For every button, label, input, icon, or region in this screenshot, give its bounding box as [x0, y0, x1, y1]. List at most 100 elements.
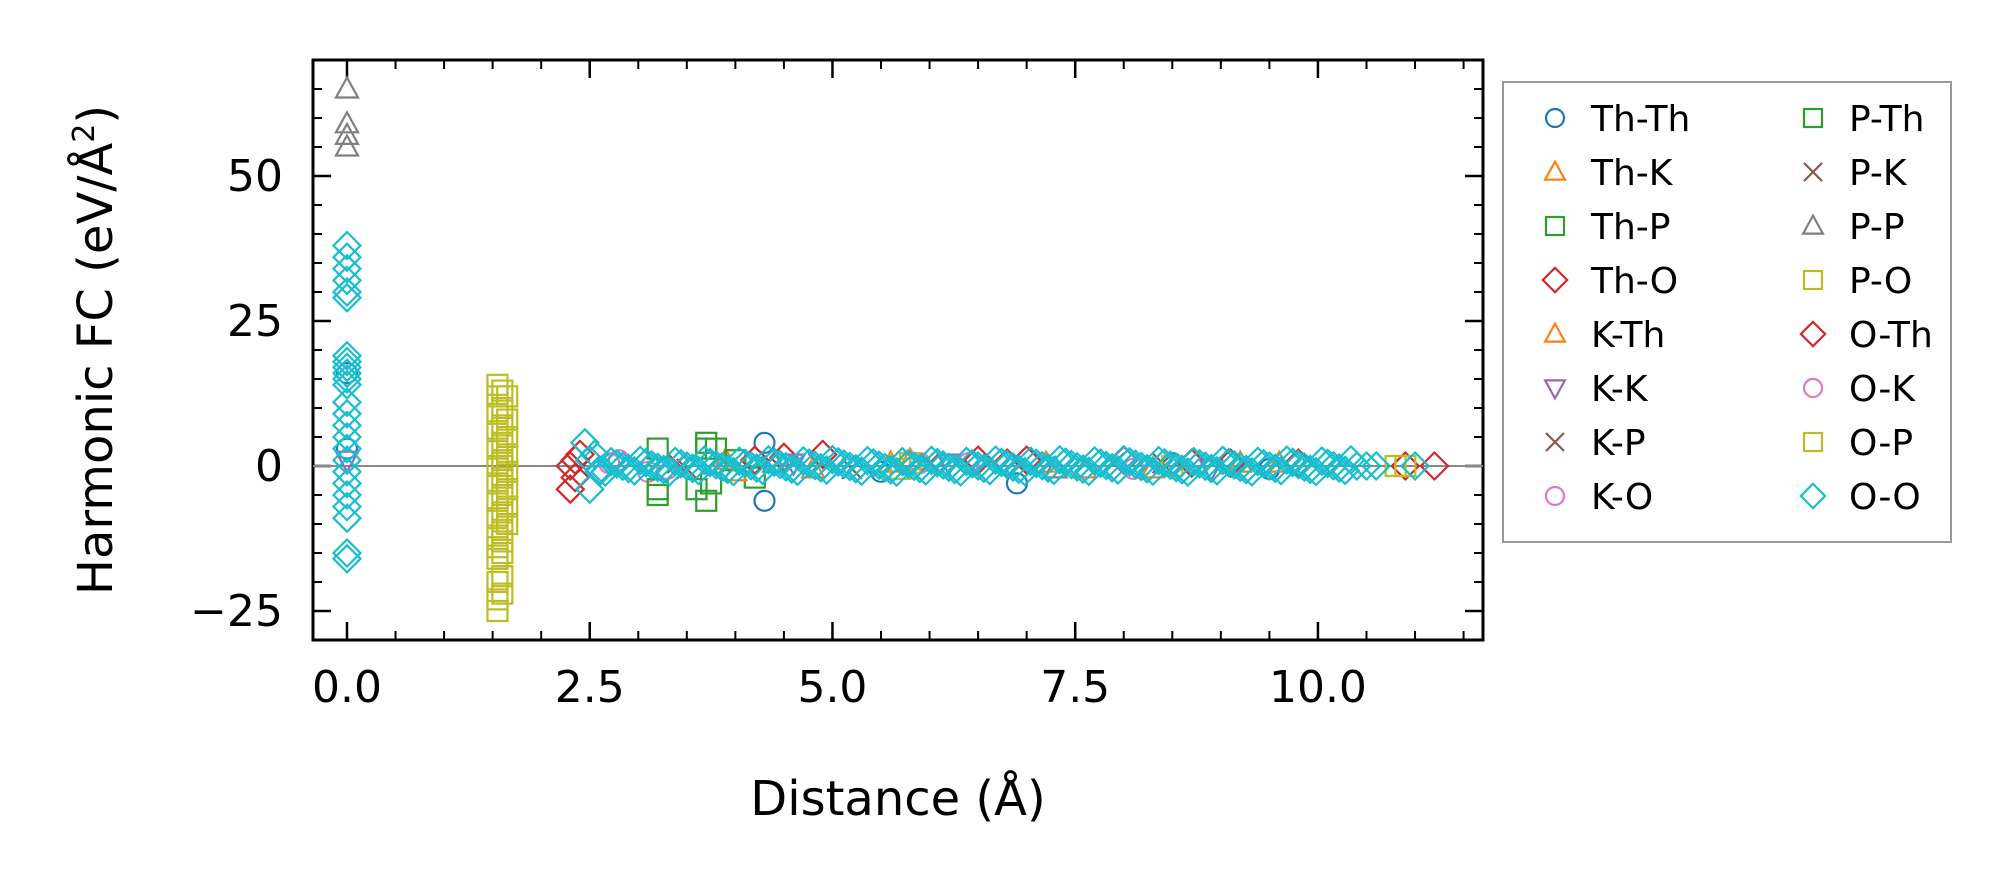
data-point — [898, 451, 930, 482]
data-point — [677, 453, 708, 484]
data-point — [671, 450, 702, 482]
data-point — [486, 547, 509, 570]
data-point — [613, 453, 644, 484]
data-point — [1079, 445, 1110, 476]
data-point — [636, 449, 667, 481]
data-point — [780, 453, 807, 477]
data-point — [331, 369, 363, 400]
y-tick-label: −25 — [190, 586, 283, 637]
series-th-th — [335, 362, 1281, 512]
data-point — [1231, 454, 1262, 485]
tick-labels: 0.0 2.5 5.0 7.5 10.0 −25 0 25 50 — [190, 151, 1367, 713]
data-point — [331, 358, 363, 389]
data-point — [331, 503, 363, 534]
data-point — [998, 451, 1029, 483]
y-axis-title: Harmonic FC (eV/Å2) — [67, 105, 124, 595]
data-point — [331, 230, 363, 261]
data-point — [1394, 454, 1417, 478]
data-point — [1242, 446, 1273, 477]
data-points — [331, 75, 1450, 623]
data-point — [491, 565, 514, 588]
legend-label: Th-O — [1590, 261, 1678, 302]
data-point — [817, 444, 848, 475]
data-point — [331, 352, 363, 383]
data-point — [1254, 450, 1285, 482]
data-point — [730, 448, 761, 479]
data-point — [496, 385, 519, 408]
data-point — [601, 448, 632, 480]
data-point — [1219, 449, 1250, 481]
data-point — [496, 443, 519, 466]
data-point — [1236, 456, 1267, 487]
data-point — [695, 437, 718, 460]
x-tick-label: 10.0 — [1269, 662, 1367, 713]
legend-marker — [1802, 107, 1824, 129]
data-point — [1166, 454, 1198, 485]
data-point — [852, 445, 883, 476]
data-point — [753, 444, 784, 475]
data-point — [776, 454, 807, 485]
legend-marker — [1802, 431, 1824, 453]
data-point — [724, 446, 755, 477]
data-point — [331, 445, 363, 476]
data-point — [1312, 448, 1343, 479]
y-axis-title-main: Harmonic FC (eV/Å — [67, 143, 124, 596]
legend-label: P-P — [1849, 207, 1905, 248]
data-point — [642, 452, 673, 483]
data-point — [486, 599, 509, 623]
data-point — [1361, 450, 1392, 482]
data-point — [695, 447, 726, 478]
legend-label: Th-P — [1590, 207, 1671, 248]
data-point — [335, 362, 359, 385]
data-point — [834, 451, 865, 482]
data-point — [590, 457, 621, 488]
data-point — [957, 448, 988, 479]
data-point — [607, 451, 638, 482]
data-point — [1126, 451, 1157, 482]
series-o-o — [331, 230, 1431, 574]
data-point — [496, 425, 519, 449]
data-point — [846, 456, 877, 487]
data-point — [782, 456, 813, 487]
data-point — [910, 455, 941, 486]
legend: Th-Th Th-K Th-P Th-O K-Th K-K K-P K-O P-Th P-K P-P… — [1541, 99, 1933, 518]
data-point — [1196, 453, 1227, 484]
data-point — [1277, 447, 1308, 478]
legend-label: P-K — [1849, 153, 1908, 194]
data-point — [665, 448, 697, 479]
data-point — [1248, 448, 1279, 479]
series-o-o-band — [584, 444, 1367, 488]
data-point — [331, 363, 363, 395]
legend-marker — [1803, 162, 1823, 182]
data-point — [875, 454, 906, 485]
data-point — [858, 447, 889, 478]
data-point — [584, 454, 615, 485]
data-point — [491, 379, 514, 402]
data-point — [1021, 448, 1052, 479]
data-point — [560, 462, 591, 493]
series-p-o — [486, 373, 1407, 623]
data-point — [683, 455, 714, 486]
data-point — [794, 448, 825, 479]
data-point — [1324, 452, 1355, 484]
legend-label: K-P — [1591, 423, 1646, 464]
data-point — [986, 447, 1017, 478]
data-point — [331, 282, 363, 313]
y-tick-label: 50 — [227, 151, 283, 202]
data-point — [1003, 454, 1034, 485]
legend-marker — [1543, 379, 1567, 401]
data-point — [331, 242, 363, 273]
x-tick-label: 5.0 — [797, 662, 867, 713]
data-point — [904, 453, 935, 484]
legend-marker — [1544, 215, 1566, 237]
data-point — [700, 449, 732, 480]
data-point — [569, 427, 600, 458]
data-point — [1085, 448, 1116, 479]
data-point — [1335, 444, 1367, 475]
data-point — [1149, 447, 1180, 478]
data-point — [1120, 449, 1151, 480]
legend-frame — [1502, 81, 1952, 543]
data-point — [1260, 453, 1291, 484]
data-point — [331, 398, 363, 429]
